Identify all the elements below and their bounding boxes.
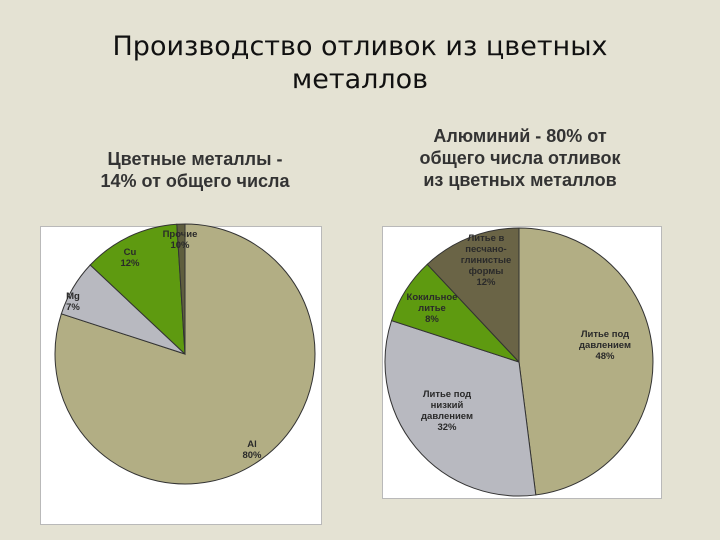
left-chart-title: Цветные металлы - 14% от общего числа — [60, 148, 330, 192]
left-chart-title-line-2: 14% от общего числа — [100, 171, 290, 191]
right-slice-label-1: Литье под давлением 48% — [579, 329, 631, 362]
slide-title: Производство отливок из цветных металлов — [0, 30, 720, 96]
right-chart-title: Алюминий - 80% от общего числа отливок и… — [370, 125, 670, 191]
right-slice-label-4: Литье в песчано-глинистые формы 12% — [461, 233, 512, 288]
left-slice-label-1: Al 80% — [242, 439, 262, 461]
right-slice-label-2: Литье под низкий давлением 32% — [421, 389, 473, 433]
right-chart-title-line-3: из цветных металлов — [423, 170, 617, 190]
slide-title-line-2: металлов — [291, 64, 429, 95]
left-slice-label-4: Прочие 10% — [163, 229, 198, 251]
left-pie-slice-4 — [176, 223, 186, 355]
left-slice-label-3: Cu 12% — [120, 247, 140, 269]
left-pie-chart: Al 80% Mg 7% Cu 12% Прочие 10% — [54, 223, 316, 485]
left-slice-label-2: Mg 7% — [66, 291, 80, 313]
slide-title-line-1: Производство отливок из цветных — [112, 31, 608, 62]
left-chart-title-line-1: Цветные металлы - — [107, 149, 283, 169]
right-chart-title-line-2: общего числа отливок — [419, 148, 621, 168]
right-pie-slice-1 — [518, 227, 654, 496]
right-chart-title-line-1: Алюминий - 80% от — [433, 126, 607, 146]
right-chart-panel: Литье под давлением 48% Литье под низкий давл… — [382, 226, 662, 499]
right-pie-slice-2 — [384, 319, 537, 497]
left-pie-slice-3 — [89, 223, 186, 356]
right-slice-label-3: Кокильное литье 8% — [407, 292, 458, 325]
right-pie-chart: Литье под давлением 48% Литье под низкий давл… — [384, 227, 654, 497]
left-chart-panel: Al 80% Mg 7% Cu 12% Прочие 10% — [40, 223, 322, 525]
right-pie-slice-4 — [426, 227, 520, 364]
